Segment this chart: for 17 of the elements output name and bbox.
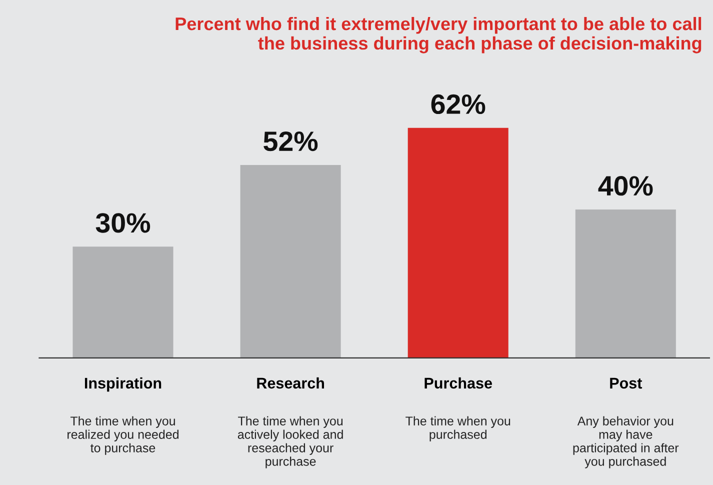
text: Any behavior you may have participated in after you purchased — [573, 416, 679, 468]
text: The time when you purchased — [406, 416, 510, 442]
data-label: 52% — [264, 131, 318, 152]
x-tick-label: Purchase — [424, 377, 492, 389]
text: The time when you realized you needed to purchase — [68, 416, 178, 455]
chart-title: Percent who find it extremely/very important to be able to call the business during each phase of decision-making — [176, 16, 702, 54]
x-tick-label: Inspiration — [84, 377, 162, 392]
x-tick-label: Research — [257, 377, 324, 389]
data-label: 30% — [96, 213, 150, 233]
x-tick-label: Post — [610, 378, 642, 389]
bar — [408, 128, 508, 358]
bar — [240, 164, 341, 358]
text: The time when you actively looked and reseached your purchase — [238, 416, 343, 468]
bar — [575, 210, 676, 358]
data-label: 40% — [598, 176, 653, 196]
bar — [72, 246, 174, 358]
data-label: 62% — [431, 94, 486, 114]
